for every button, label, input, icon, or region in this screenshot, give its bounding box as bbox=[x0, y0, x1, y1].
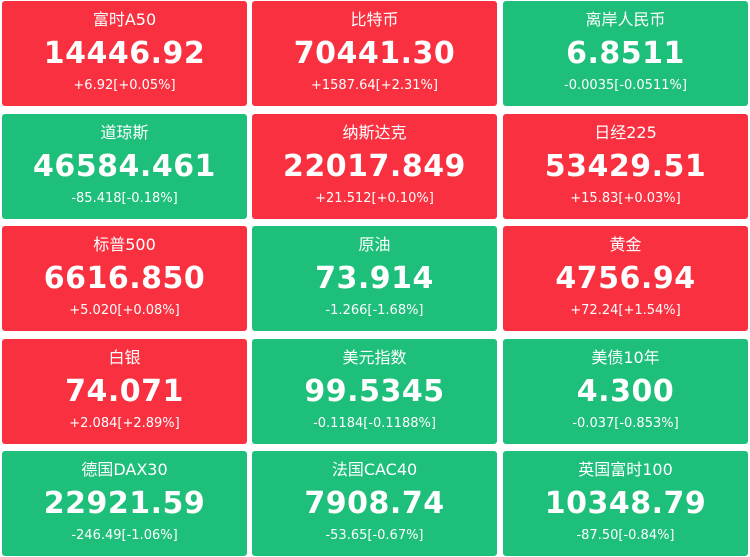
quote-name: 日经225 bbox=[594, 123, 657, 142]
quote-change: -0.1184[-0.1188%] bbox=[313, 416, 436, 431]
quote-name: 离岸人民币 bbox=[585, 10, 666, 29]
quote-tile-dow-jones[interactable]: 道琼斯 46584.461 -85.418[-0.18%] bbox=[2, 114, 247, 219]
quote-price: 6.8511 bbox=[566, 36, 685, 71]
quote-name: 比特币 bbox=[350, 10, 399, 29]
quote-price: 22017.849 bbox=[283, 149, 466, 184]
quote-name: 原油 bbox=[358, 235, 391, 254]
quote-name: 富时A50 bbox=[92, 10, 157, 29]
quote-price: 4.300 bbox=[576, 374, 675, 409]
quote-price: 73.914 bbox=[315, 261, 434, 296]
quote-tile-nasdaq[interactable]: 纳斯达克 22017.849 +21.512[+0.10%] bbox=[252, 114, 497, 219]
quote-price: 99.5345 bbox=[304, 374, 445, 409]
quote-price: 53429.51 bbox=[544, 149, 707, 184]
quote-price: 4756.94 bbox=[555, 261, 696, 296]
quote-change: +2.084[+2.89%] bbox=[69, 416, 180, 431]
quote-tile-us-10y-treasury[interactable]: 美债10年 4.300 -0.037[-0.853%] bbox=[503, 339, 748, 444]
quote-price: 46584.461 bbox=[33, 149, 216, 184]
quote-name: 美元指数 bbox=[342, 348, 407, 367]
quote-tile-gold[interactable]: 黄金 4756.94 +72.24[+1.54%] bbox=[503, 226, 748, 331]
quote-price: 22921.59 bbox=[43, 486, 206, 521]
quote-change: +6.92[+0.05%] bbox=[73, 78, 176, 93]
quote-name: 美债10年 bbox=[591, 348, 660, 367]
quote-tile-crude-oil[interactable]: 原油 73.914 -1.266[-1.68%] bbox=[252, 226, 497, 331]
quote-change: +5.020[+0.08%] bbox=[69, 303, 180, 318]
quote-tile-ftse100[interactable]: 英国富时100 10348.79 -87.50[-0.84%] bbox=[503, 451, 748, 556]
quote-price: 7908.74 bbox=[304, 486, 445, 521]
quote-change: -53.65[-0.67%] bbox=[325, 528, 424, 543]
quote-change: +72.24[+1.54%] bbox=[570, 303, 681, 318]
quote-tile-dollar-index[interactable]: 美元指数 99.5345 -0.1184[-0.1188%] bbox=[252, 339, 497, 444]
quote-tile-sp500[interactable]: 标普500 6616.850 +5.020[+0.08%] bbox=[2, 226, 247, 331]
quote-change: -1.266[-1.68%] bbox=[325, 303, 424, 318]
quote-tile-dax30[interactable]: 德国DAX30 22921.59 -246.49[-1.06%] bbox=[2, 451, 247, 556]
quote-change: -85.418[-0.18%] bbox=[71, 191, 178, 206]
quote-tile-cac40[interactable]: 法国CAC40 7908.74 -53.65[-0.67%] bbox=[252, 451, 497, 556]
quote-price: 6616.850 bbox=[43, 261, 206, 296]
quote-change: +15.83[+0.03%] bbox=[570, 191, 681, 206]
quote-tile-offshore-rmb[interactable]: 离岸人民币 6.8511 -0.0035[-0.0511%] bbox=[503, 1, 748, 106]
quote-name: 标普500 bbox=[93, 235, 156, 254]
quote-change: -0.037[-0.853%] bbox=[572, 416, 679, 431]
quote-name: 白银 bbox=[108, 348, 141, 367]
quote-price: 74.071 bbox=[65, 374, 184, 409]
quote-name: 法国CAC40 bbox=[331, 460, 418, 479]
quote-change: -87.50[-0.84%] bbox=[576, 528, 675, 543]
quote-price: 14446.92 bbox=[43, 36, 206, 71]
quote-name: 道琼斯 bbox=[100, 123, 149, 142]
quote-change: +1587.64[+2.31%] bbox=[311, 78, 438, 93]
quote-change: -0.0035[-0.0511%] bbox=[564, 78, 687, 93]
quote-change: -246.49[-1.06%] bbox=[71, 528, 178, 543]
quote-tile-ftse-china-a50[interactable]: 富时A50 14446.92 +6.92[+0.05%] bbox=[2, 1, 247, 106]
quote-name: 黄金 bbox=[609, 235, 642, 254]
quote-name: 德国DAX30 bbox=[81, 460, 168, 479]
quote-tile-bitcoin[interactable]: 比特币 70441.30 +1587.64[+2.31%] bbox=[252, 1, 497, 106]
quote-price: 70441.30 bbox=[293, 36, 456, 71]
quote-name: 英国富时100 bbox=[578, 460, 673, 479]
quote-change: +21.512[+0.10%] bbox=[315, 191, 434, 206]
quote-tile-nikkei-225[interactable]: 日经225 53429.51 +15.83[+0.03%] bbox=[503, 114, 748, 219]
quote-tile-silver[interactable]: 白银 74.071 +2.084[+2.89%] bbox=[2, 339, 247, 444]
quote-price: 10348.79 bbox=[544, 486, 707, 521]
quote-name: 纳斯达克 bbox=[342, 123, 407, 142]
